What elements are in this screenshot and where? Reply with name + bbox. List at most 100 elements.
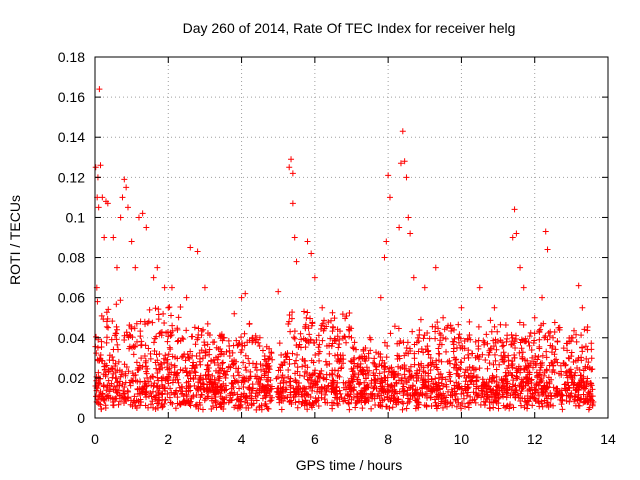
data-point-bulk	[106, 352, 113, 359]
data-point-bulk	[240, 359, 247, 366]
data-point-bulk	[155, 390, 162, 397]
data-point-bulk	[443, 348, 450, 355]
data-point-bulk	[519, 355, 526, 362]
data-point-bulk	[567, 393, 574, 400]
data-point-bulk	[385, 368, 392, 375]
data-point-bulk	[101, 363, 108, 370]
data-point-bulk	[447, 322, 454, 329]
data-point-bulk	[407, 363, 414, 370]
y-tick-label: 0.04	[58, 330, 85, 346]
data-point-bulk	[104, 393, 111, 400]
data-point-bulk	[470, 381, 477, 388]
data-point-bulk	[565, 384, 572, 391]
data-point-bulk	[116, 398, 123, 405]
data-point-bulk	[288, 315, 295, 322]
data-point	[96, 86, 103, 93]
data-point-bulk	[130, 351, 137, 358]
data-point	[231, 310, 238, 317]
data-point-bulk	[211, 389, 218, 396]
data-point-bulk	[164, 391, 171, 398]
data-point-bulk	[206, 351, 213, 358]
data-point	[128, 238, 135, 245]
data-point-bulk	[361, 356, 368, 363]
data-point-bulk	[128, 323, 135, 330]
data-point-bulk	[293, 342, 300, 349]
data-point-bulk	[376, 387, 383, 394]
data-point-bulk	[473, 385, 480, 392]
data-point-bulk	[393, 379, 400, 386]
data-point-bulk	[328, 317, 335, 324]
data-point-bulk	[493, 390, 500, 397]
data-point-bulk	[95, 400, 102, 407]
data-point-bulk	[540, 372, 547, 379]
data-point-bulk	[301, 308, 308, 315]
data-point-bulk	[404, 339, 411, 346]
data-point-bulk	[306, 383, 313, 390]
data-point-bulk	[188, 395, 195, 402]
data-point-bulk	[473, 391, 480, 398]
data-point	[293, 258, 300, 265]
data-point-bulk	[213, 404, 220, 411]
data-point-bulk	[132, 371, 139, 378]
data-point-bulk	[165, 380, 172, 387]
data-point-bulk	[391, 386, 398, 393]
data-point-bulk	[346, 379, 353, 386]
data-point-bulk	[387, 387, 394, 394]
data-point-bulk	[498, 377, 505, 384]
data-point-bulk	[302, 325, 309, 332]
data-point-bulk	[320, 327, 327, 334]
data-point-bulk	[492, 357, 499, 364]
data-point-bulk	[346, 393, 353, 400]
data-point-bulk	[211, 339, 218, 346]
data-point-bulk	[263, 343, 270, 350]
data-point-bulk	[492, 390, 499, 397]
data-point-bulk	[248, 401, 255, 408]
data-point-bulk	[120, 387, 127, 394]
data-point-bulk	[183, 368, 190, 375]
data-point-bulk	[390, 370, 397, 377]
data-point-bulk	[204, 341, 211, 348]
data-point-bulk	[268, 350, 275, 357]
data-point-bulk	[261, 388, 268, 395]
data-point-bulk	[589, 402, 596, 409]
data-point	[311, 274, 318, 281]
data-point-bulk	[139, 363, 146, 370]
data-point-bulk	[447, 378, 454, 385]
data-point-bulk	[578, 332, 585, 339]
data-point-bulk	[331, 315, 338, 322]
data-point-bulk	[428, 403, 435, 410]
data-point-bulk	[502, 404, 509, 411]
data-point	[92, 164, 99, 171]
data-point-bulk	[206, 332, 213, 339]
data-point-bulk	[354, 363, 361, 370]
data-point-bulk	[299, 363, 306, 370]
data-point-bulk	[201, 339, 208, 346]
data-point-bulk	[488, 328, 495, 335]
data-point-bulk	[261, 352, 268, 359]
data-point-bulk	[545, 403, 552, 410]
data-point-bulk	[435, 402, 442, 409]
data-point-bulk	[253, 406, 260, 413]
data-point-bulk	[316, 341, 323, 348]
data-point-bulk	[466, 318, 473, 325]
data-point-bulk	[160, 310, 167, 317]
data-point-bulk	[187, 382, 194, 389]
data-point-bulk	[516, 349, 523, 356]
data-point-bulk	[565, 354, 572, 361]
data-point-bulk	[387, 330, 394, 337]
data-point	[289, 170, 296, 177]
data-point-bulk	[294, 351, 301, 358]
data-point-bulk	[322, 358, 329, 365]
data-point	[511, 206, 518, 213]
data-point-bulk	[536, 336, 543, 343]
data-point-bulk	[370, 372, 377, 379]
data-point-bulk	[302, 368, 309, 375]
data-point	[590, 398, 597, 405]
data-point-bulk	[519, 395, 526, 402]
data-point-bulk	[478, 383, 485, 390]
data-point-bulk	[425, 372, 432, 379]
data-point	[586, 394, 593, 401]
data-point-bulk	[313, 336, 320, 343]
data-point-bulk	[520, 321, 527, 328]
data-point	[542, 228, 549, 235]
